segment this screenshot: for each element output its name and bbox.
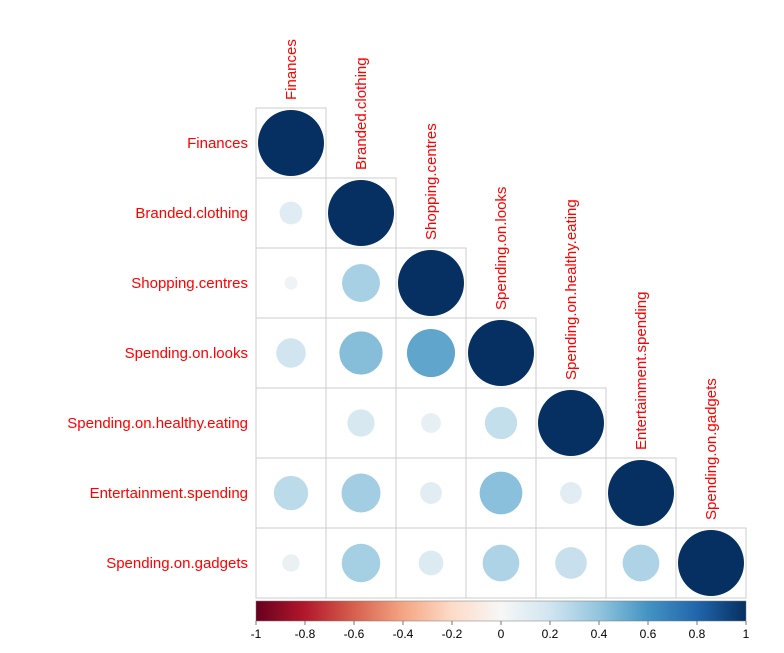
corr-circle-1-1 xyxy=(328,180,394,246)
colorbar xyxy=(255,600,747,622)
corr-circle-3-1 xyxy=(339,331,383,375)
cell-6-6 xyxy=(675,527,747,599)
column-label: Shopping.centres xyxy=(423,123,440,240)
corr-circle-2-1 xyxy=(342,264,380,302)
row-label: Spending.on.looks xyxy=(125,345,248,362)
corr-circle-5-2 xyxy=(420,482,442,504)
corr-circle-3-0 xyxy=(276,338,306,368)
column-label: Spending.on.gadgets xyxy=(703,378,720,520)
column-label: Branded.clothing xyxy=(353,57,370,170)
corr-circle-2-2 xyxy=(398,250,464,316)
corr-circle-5-1 xyxy=(341,473,381,513)
corr-circle-1-0 xyxy=(279,201,303,225)
corr-circle-0-0 xyxy=(258,110,324,176)
corr-circle-6-5 xyxy=(622,544,660,582)
corr-circle-6-3 xyxy=(482,544,520,582)
corr-circle-4-1 xyxy=(347,409,375,437)
column-label: Spending.on.looks xyxy=(493,187,510,310)
corr-circle-4-4 xyxy=(538,390,604,456)
colorbar-tick-label: 0.4 xyxy=(591,627,608,641)
corr-circle-4-2 xyxy=(421,413,441,433)
colorbar-tick-label: -0.4 xyxy=(393,627,414,641)
column-label: Finances xyxy=(283,39,300,100)
colorbar-tick-label: 0.8 xyxy=(689,627,706,641)
corr-circle-3-2 xyxy=(406,328,456,378)
colorbar-tick-label: -0.2 xyxy=(442,627,463,641)
corr-circle-6-6 xyxy=(678,530,744,596)
colorbar-tick-label: 0 xyxy=(498,627,505,641)
column-label: Spending.on.healthy.eating xyxy=(563,199,580,380)
corr-circle-6-2 xyxy=(418,550,444,576)
row-label: Spending.on.gadgets xyxy=(106,555,248,572)
corr-circle-5-3 xyxy=(479,471,523,515)
cell-4-0 xyxy=(255,387,327,459)
corr-circle-6-1 xyxy=(341,543,381,583)
row-label: Finances xyxy=(187,135,248,152)
corr-circle-5-5 xyxy=(608,460,674,526)
corr-circle-5-4 xyxy=(560,482,582,504)
corr-circle-6-0 xyxy=(282,554,300,572)
corr-circle-6-4 xyxy=(555,547,587,579)
row-label: Entertainment.spending xyxy=(90,485,248,502)
colorbar-tick-label: -0.6 xyxy=(344,627,365,641)
row-label: Shopping.centres xyxy=(131,275,248,292)
colorbar-tick-label: 0.2 xyxy=(542,627,559,641)
row-label: Branded.clothing xyxy=(135,205,248,222)
colorbar-tick-label: 1 xyxy=(743,627,750,641)
colorbar-tick-label: -1 xyxy=(251,627,262,641)
colorbar-tick-label: 0.6 xyxy=(640,627,657,641)
colorbar-tick-label: -0.8 xyxy=(295,627,316,641)
corr-circle-4-3 xyxy=(484,406,518,440)
column-label: Entertainment.spending xyxy=(633,292,650,450)
corr-circle-3-3 xyxy=(468,320,534,386)
corr-circle-5-0 xyxy=(273,475,309,511)
row-label: Spending.on.healthy.eating xyxy=(67,415,248,432)
corr-circle-2-0 xyxy=(284,276,298,290)
